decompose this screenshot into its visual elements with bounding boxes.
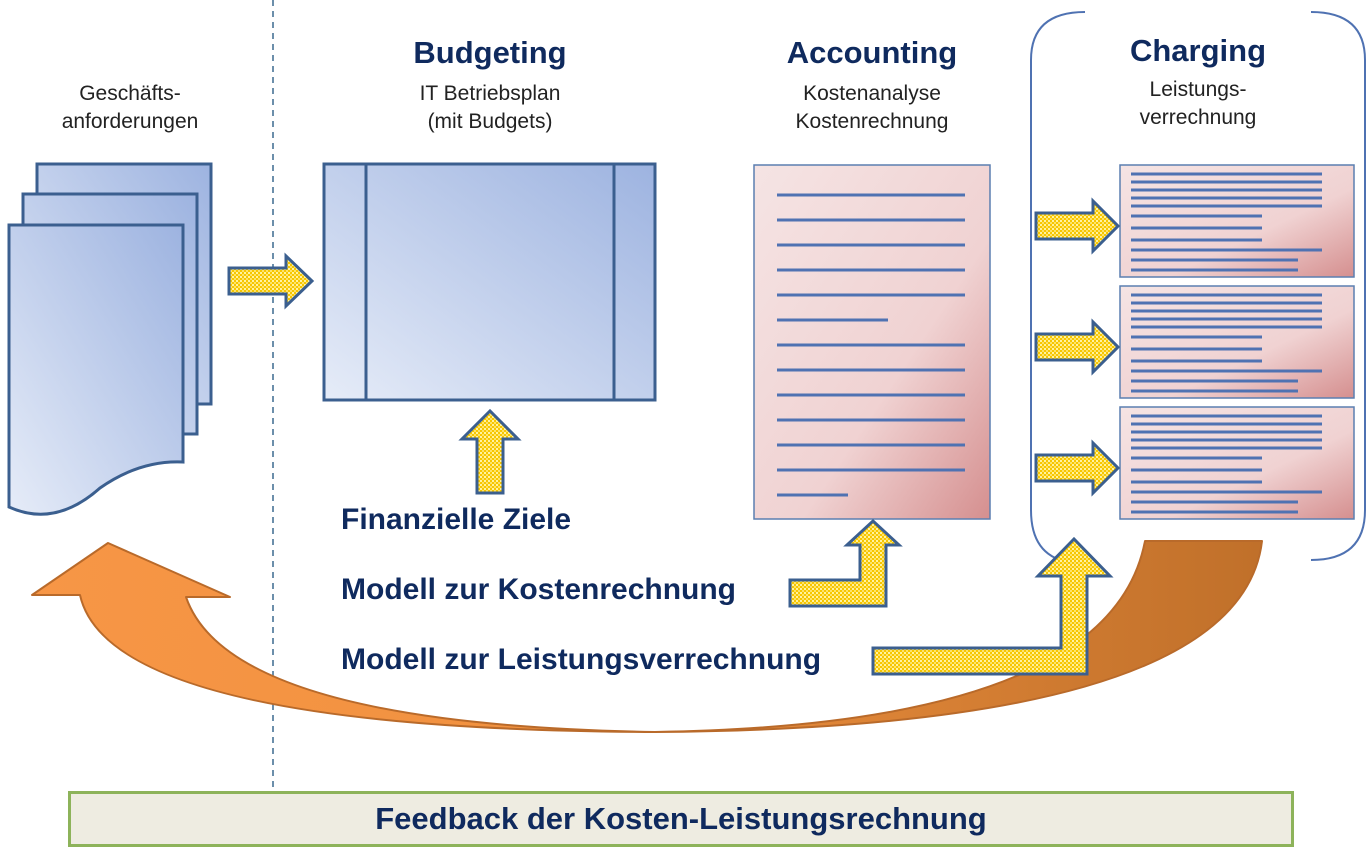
invoice-document-icon bbox=[1119, 406, 1355, 520]
charging-subtitle: Leistungs- verrechnung bbox=[1078, 76, 1318, 132]
feedback-curved-arrow bbox=[31, 540, 1263, 733]
budgeting-title: Budgeting bbox=[413, 35, 567, 70]
arrow-up-icon bbox=[458, 408, 522, 495]
charging-title: Charging bbox=[1129, 33, 1267, 68]
arrow-right-icon bbox=[1034, 318, 1121, 376]
feedback-banner: Feedback der Kosten-Leistungsrechnung bbox=[68, 791, 1294, 847]
budgeting-subtitle-line: (mit Budgets) bbox=[427, 110, 553, 133]
charging-model-label: Modell zur Leistungsverrechnung bbox=[341, 643, 822, 676]
arrow-elbow-up-icon bbox=[871, 536, 1114, 676]
charging-subtitle-line: verrechnung bbox=[1139, 106, 1257, 129]
charging-subtitle-line: Leistungs- bbox=[1149, 78, 1247, 101]
budgeting-subtitle-line: IT Betriebsplan bbox=[419, 82, 561, 105]
requirements-label-line: anforderungen bbox=[61, 110, 199, 133]
requirements-label-line: Geschäfts- bbox=[79, 82, 181, 105]
requirements-label: Geschäfts- anforderungen bbox=[40, 80, 220, 136]
invoice-document-icon bbox=[1119, 285, 1355, 399]
accounting-document-icon bbox=[753, 164, 991, 520]
cost-model-label: Modell zur Kostenrechnung bbox=[341, 573, 737, 606]
accounting-subtitle: Kostenanalyse Kostenrechnung bbox=[752, 80, 992, 136]
financial-goals-label: Finanzielle Ziele bbox=[341, 503, 572, 536]
requirements-documents-icon bbox=[7, 162, 213, 516]
invoice-document-icon bbox=[1119, 164, 1355, 278]
accounting-subtitle-line: Kostenanalyse bbox=[803, 82, 941, 105]
arrow-right-icon bbox=[1034, 439, 1121, 497]
accounting-subtitle-line: Kostenrechnung bbox=[795, 110, 949, 133]
charging-bracket bbox=[1030, 11, 1366, 563]
accounting-title: Accounting bbox=[786, 35, 958, 70]
feedback-banner-text: Feedback der Kosten-Leistungsrechnung bbox=[375, 801, 987, 836]
arrow-elbow-up-icon bbox=[788, 518, 903, 608]
arrow-right-icon bbox=[1034, 197, 1121, 255]
arrow-right-icon bbox=[227, 252, 315, 310]
budget-plan-icon bbox=[322, 162, 657, 402]
budgeting-subtitle: IT Betriebsplan (mit Budgets) bbox=[370, 80, 610, 136]
